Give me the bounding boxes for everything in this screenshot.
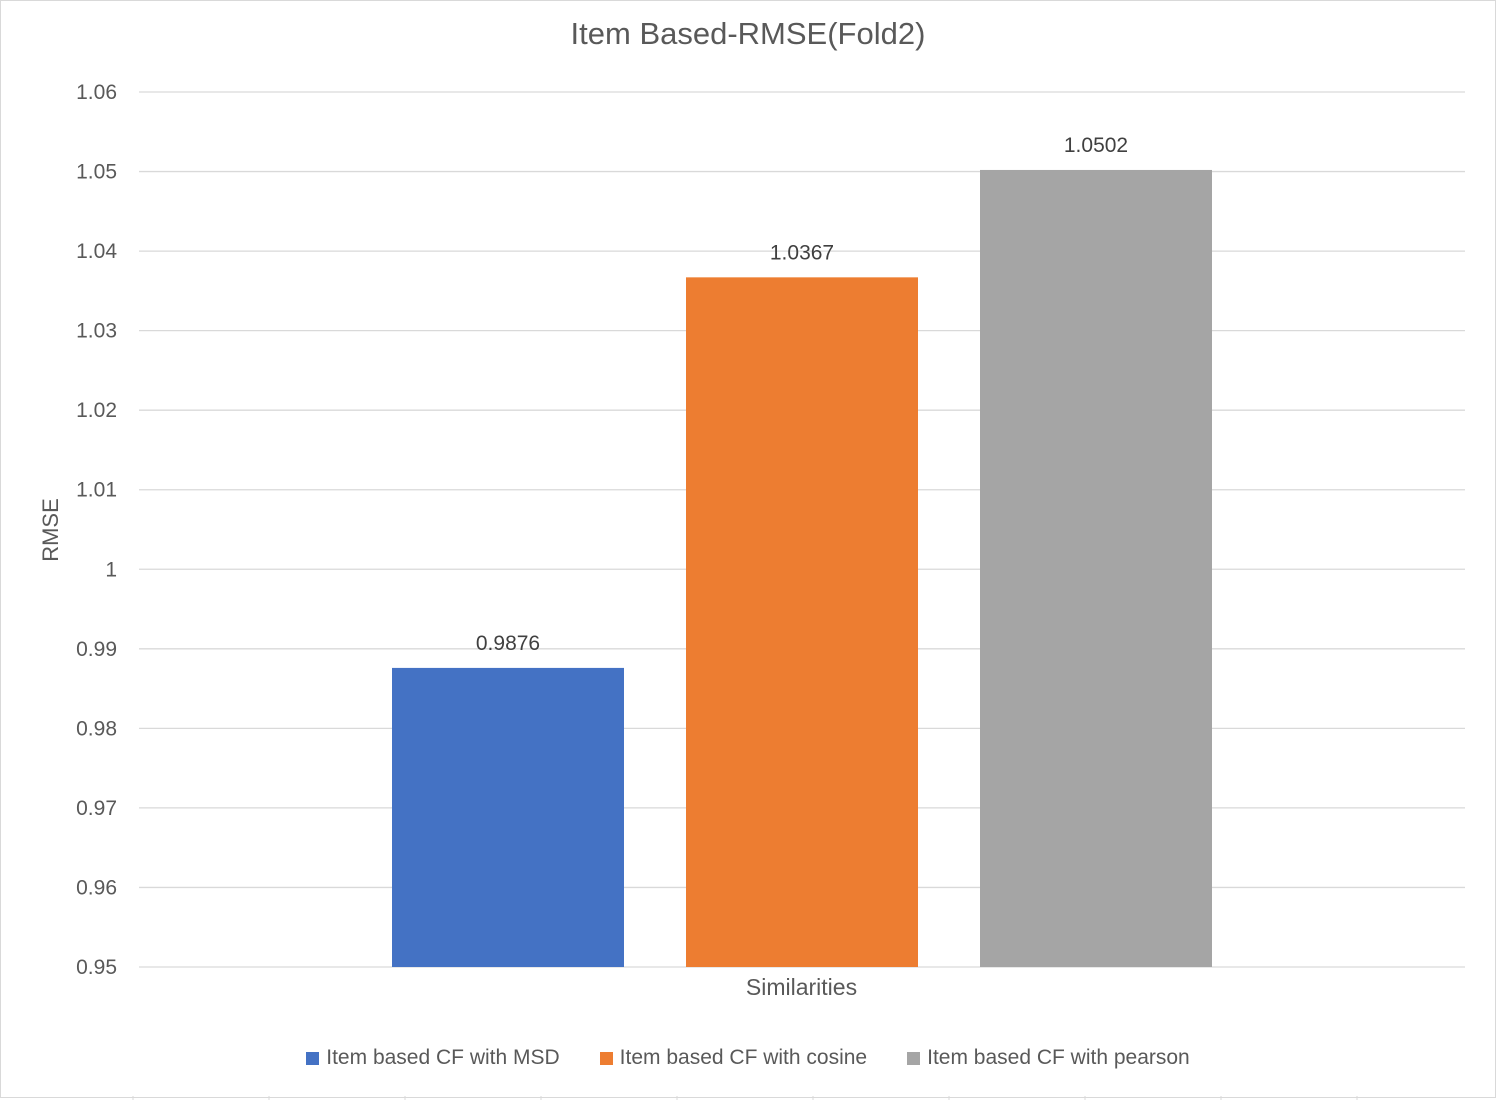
y-tick-label: 1.02 bbox=[76, 399, 117, 422]
bar bbox=[392, 667, 624, 967]
bars bbox=[392, 169, 1212, 968]
y-tick-label: 1.05 bbox=[76, 161, 117, 184]
legend-swatch bbox=[907, 1051, 921, 1065]
y-tick-label: 1.04 bbox=[76, 240, 117, 263]
bottom-edge-ticks bbox=[132, 1096, 1358, 1100]
y-tick-label: 1.03 bbox=[76, 320, 117, 343]
legend-swatch bbox=[599, 1051, 613, 1065]
bar bbox=[686, 277, 918, 967]
legend-label: Item based CF with MSD bbox=[326, 1046, 560, 1069]
data-label: 1.0502 bbox=[1064, 134, 1128, 157]
y-tick-label: 0.95 bbox=[76, 956, 117, 979]
legend-item: Item based CF with cosine bbox=[599, 1046, 868, 1070]
legend-label: Item based CF with cosine bbox=[619, 1046, 868, 1069]
legend-item: Item based CF with MSD bbox=[306, 1046, 560, 1070]
chart-title: Item Based-RMSE(Fold2) bbox=[570, 16, 926, 51]
legend-swatch bbox=[306, 1051, 320, 1065]
data-labels: 0.9876 1.0367 1.0502 bbox=[476, 134, 1128, 655]
y-tick-labels: 0.95 0.96 0.97 0.98 0.99 1 1.01 1.02 1.03 1.04 1.0… bbox=[76, 81, 117, 979]
legend-item: Item based CF with pearson bbox=[907, 1046, 1190, 1070]
x-axis-label: Similarities bbox=[745, 974, 858, 1000]
y-tick-label: 0.98 bbox=[76, 717, 117, 740]
y-tick-label: 1.01 bbox=[76, 479, 117, 502]
legend: Item based CF with MSD Item based CF with… bbox=[0, 1046, 1496, 1070]
y-tick-label: 1 bbox=[105, 558, 117, 581]
data-label: 1.0367 bbox=[770, 241, 834, 264]
data-label: 0.9876 bbox=[476, 632, 540, 655]
bar bbox=[980, 169, 1212, 968]
legend-label: Item based CF with pearson bbox=[927, 1046, 1190, 1069]
y-tick-label: 0.96 bbox=[76, 876, 117, 899]
y-tick-label: 1.06 bbox=[76, 81, 117, 104]
y-tick-label: 0.99 bbox=[76, 638, 117, 661]
y-tick-label: 0.97 bbox=[76, 797, 117, 820]
